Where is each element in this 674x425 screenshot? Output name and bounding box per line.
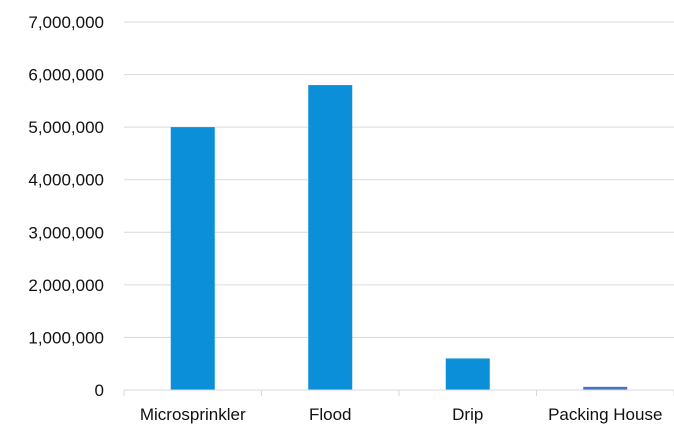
x-category-label: Drip <box>452 405 483 424</box>
y-tick-label: 2,000,000 <box>28 276 104 295</box>
bar-flood <box>308 85 353 390</box>
x-axis-category-labels: Microsprinkler Flood Drip Packing House <box>140 405 663 424</box>
bar-packing-house <box>583 386 628 390</box>
y-tick-label: 1,000,000 <box>28 328 104 347</box>
x-category-label: Packing House <box>548 405 662 424</box>
y-tick-label: 0 <box>95 381 104 400</box>
bar-microsprinkler <box>170 127 215 391</box>
gridlines <box>124 21 674 338</box>
y-tick-label: 4,000,000 <box>28 171 104 190</box>
y-tick-label: 5,000,000 <box>28 118 104 137</box>
x-category-label: Microsprinkler <box>140 405 246 424</box>
y-axis-tick-labels: 0 1,000,000 2,000,000 3,000,000 4,000,000 5,0… <box>28 13 104 400</box>
bar-drip <box>445 358 490 390</box>
y-tick-label: 7,000,000 <box>28 13 104 32</box>
x-category-label: Flood <box>309 405 352 424</box>
x-axis <box>123 389 674 396</box>
y-tick-label: 6,000,000 <box>28 66 104 85</box>
y-tick-label: 3,000,000 <box>28 223 104 242</box>
bars <box>170 85 628 391</box>
